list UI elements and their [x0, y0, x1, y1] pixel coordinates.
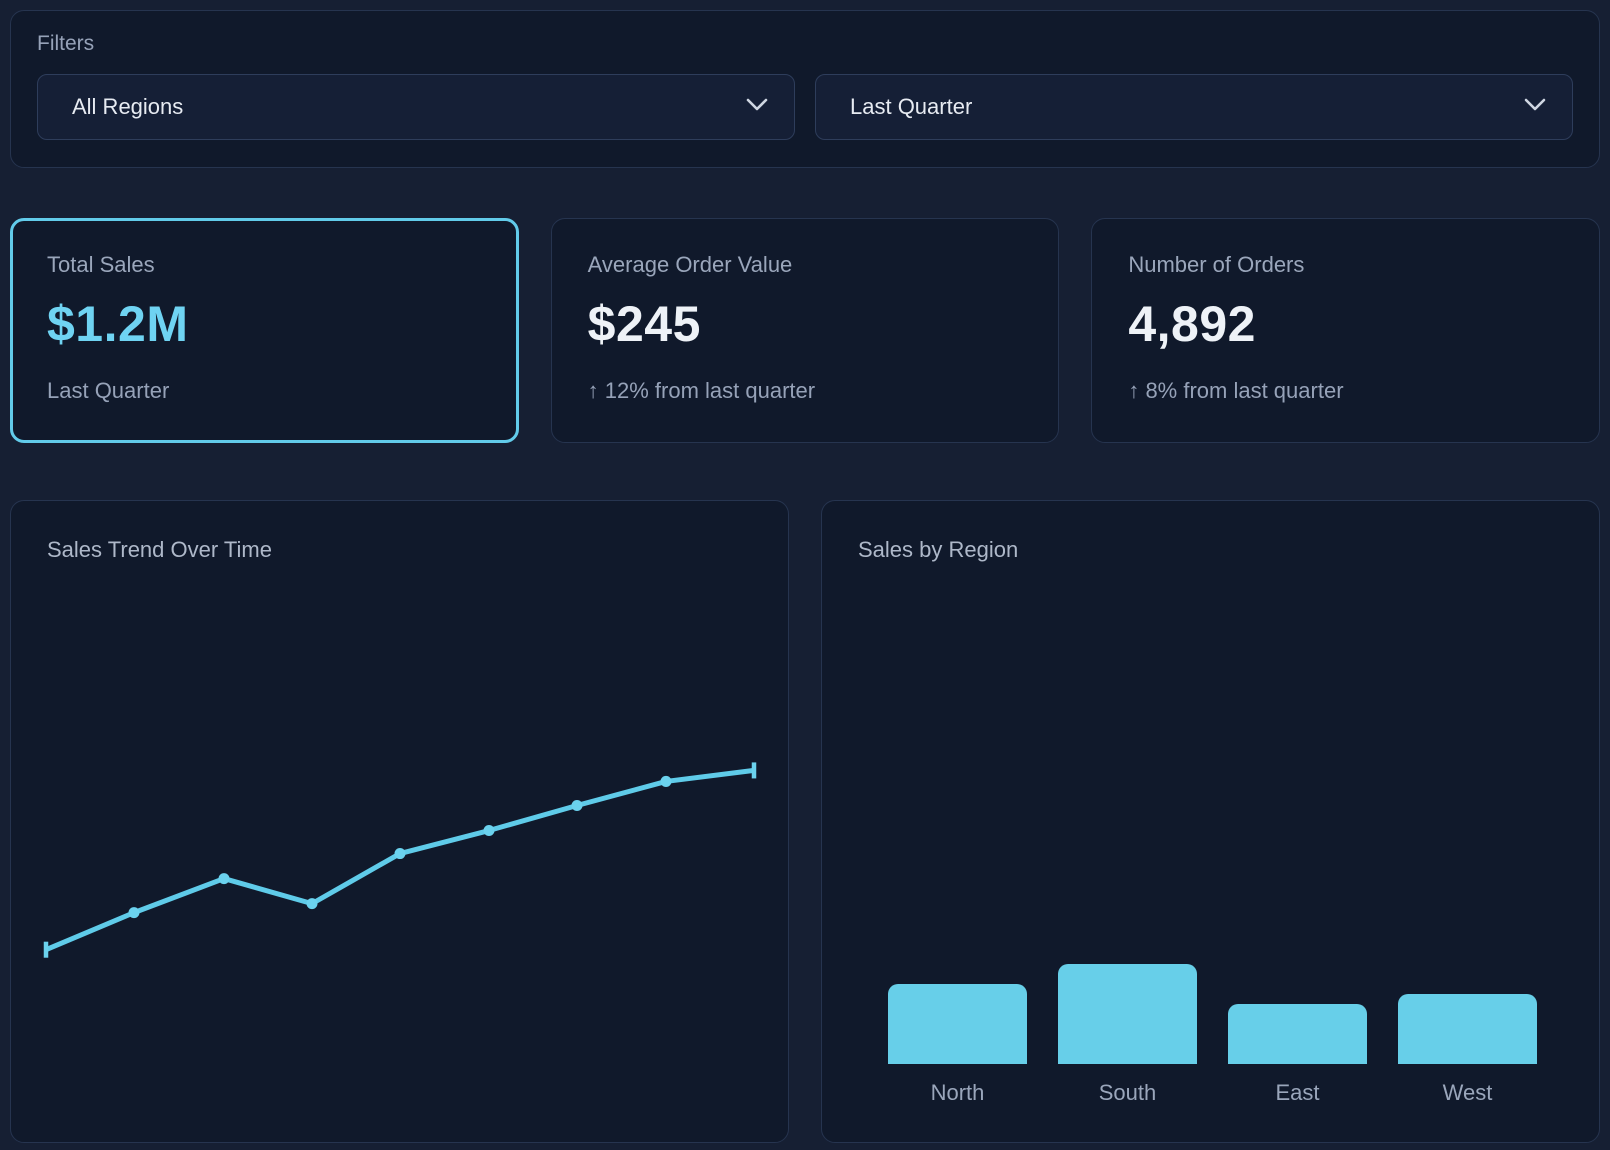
kpi-card-average-order-value[interactable]: Average Order Value $245 ↑ 12% from last…	[550, 218, 1060, 443]
region-bar-label: South	[1098, 1080, 1157, 1105]
region-bar-column: South	[1058, 964, 1197, 1106]
region-bar-label: West	[1442, 1080, 1493, 1105]
trend-data-point	[660, 775, 672, 787]
kpi-label: Average Order Value	[587, 252, 793, 277]
kpi-card-number-of-orders[interactable]: Number of Orders 4,892 ↑ 8% from last qu…	[1091, 218, 1600, 443]
trend-data-point	[218, 873, 230, 885]
region-bar	[1398, 994, 1537, 1064]
kpi-label: Number of Orders	[1128, 252, 1305, 277]
trend-data-point	[394, 848, 406, 860]
region-bars-area: North South East West	[888, 964, 1537, 1106]
filters-dropdown-row: All Regions Last Quarter	[37, 74, 1573, 140]
kpi-subtext: Last Quarter	[47, 378, 170, 403]
region-filter-value: All Regions	[72, 94, 184, 119]
chevron-down-icon	[1524, 98, 1546, 117]
sales-trend-panel: Sales Trend Over Time	[10, 500, 789, 1143]
region-bar	[1058, 964, 1197, 1064]
trend-data-point	[306, 898, 318, 910]
trend-data-point	[483, 825, 495, 837]
sales-trend-title: Sales Trend Over Time	[47, 537, 272, 562]
region-bar-column: East	[1228, 1004, 1367, 1106]
period-filter-select[interactable]: Last Quarter	[815, 74, 1573, 140]
kpi-delta: ↑ 12% from last quarter	[587, 378, 816, 403]
period-filter-value: Last Quarter	[850, 94, 973, 119]
region-filter-select[interactable]: All Regions	[37, 74, 795, 140]
region-bar-label: East	[1275, 1080, 1320, 1105]
region-bar	[888, 984, 1027, 1064]
region-bar-column: West	[1398, 994, 1537, 1106]
kpi-value: $1.2M	[47, 296, 189, 352]
region-bar	[1228, 1004, 1367, 1064]
kpi-label: Total Sales	[47, 252, 155, 277]
trend-data-point	[128, 907, 140, 919]
kpi-delta: ↑ 8% from last quarter	[1128, 378, 1344, 403]
filters-title: Filters	[37, 32, 95, 55]
sales-by-region-panel: Sales by Region North South East West	[821, 500, 1600, 1143]
region-bar-column: North	[888, 984, 1027, 1106]
charts-row: Sales Trend Over Time Sales by Region No…	[10, 500, 1600, 1143]
trend-data-point	[571, 799, 583, 811]
filters-panel: Filters All Regions Last Quarter	[10, 10, 1600, 168]
kpi-row: Total Sales $1.2M Last Quarter Average O…	[10, 218, 1600, 443]
kpi-card-total-sales[interactable]: Total Sales $1.2M Last Quarter	[10, 218, 519, 443]
chevron-down-icon	[746, 98, 768, 117]
kpi-value: 4,892	[1128, 296, 1256, 352]
kpi-value: $245	[587, 296, 701, 352]
region-bar-label: North	[930, 1080, 985, 1105]
sales-trend-line-chart	[43, 762, 757, 958]
sales-by-region-title: Sales by Region	[858, 537, 1019, 562]
